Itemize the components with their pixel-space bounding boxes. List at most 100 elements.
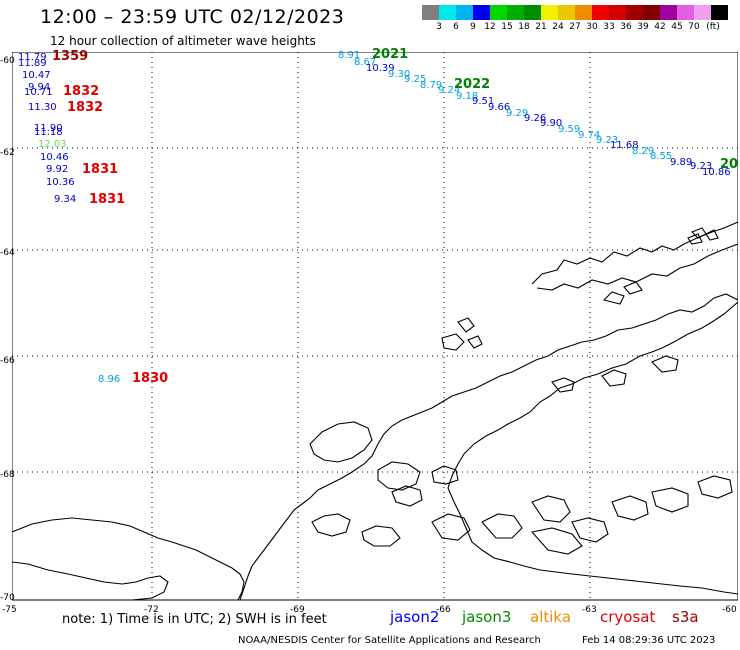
color-scale-swatch [660,5,677,20]
wave-height-value: 9.25 [404,74,427,85]
color-scale-label: 3 [436,22,442,32]
wave-height-value: 11.18 [34,127,63,138]
page-subtitle: 12 hour collection of altimeter wave hei… [50,34,316,48]
wave-height-value: 12.03 [38,139,67,150]
color-scale-swatch [456,5,473,20]
color-scale-swatch [609,5,626,20]
longitude-tick: -60 [722,605,737,615]
wave-height-value: 9.23 [690,161,713,172]
color-scale-label: 12 [484,22,496,32]
pass-time-label: 1831 [82,162,119,177]
color-scale-swatch [626,5,643,20]
color-scale-label: 33 [603,22,615,32]
latitude-tick: -66 [0,356,15,366]
wave-height-value: 11.89 [18,58,47,69]
latitude-tick: -60 [0,56,15,66]
wave-height-value: 9.90 [540,118,563,129]
latitude-tick: -62 [0,148,15,158]
wave-height-value: 11.79 [18,52,47,63]
coastline [12,221,738,601]
pass-time-label: 20 [720,157,739,172]
pass-time-label: 1832 [67,100,104,115]
wave-height-value: 8.55 [650,151,673,162]
wave-height-value: 10.36 [46,177,75,188]
map-frame [12,52,738,601]
color-scale-swatch [592,5,609,20]
color-scale-label: 36 [620,22,632,32]
wave-height-value: 10.71 [24,87,53,98]
longitude-tick: -75 [2,605,17,615]
wave-height-value: 9.34 [54,194,77,205]
wave-height-value: 9.92 [46,164,69,175]
color-scale-swatch [439,5,456,20]
wave-height-value: 11.68 [610,140,639,151]
color-scale-label: 9 [470,22,476,32]
wave-height-value: 9.23 [596,135,619,146]
satellite-name-cryosat: cryosat [600,608,656,626]
wave-height-value: 11.90 [34,123,63,134]
satellite-name-altika: altika [530,608,572,626]
wave-height-value: 9.89 [670,157,693,168]
wave-height-value: 9.24 [438,85,461,96]
color-scale-label: 27 [569,22,581,32]
color-scale-unit: (ft) [706,22,720,32]
longitude-tick: -66 [436,605,451,615]
wave-height-value: 9.59 [558,124,581,135]
wave-height-value: 8.67 [354,57,377,68]
longitude-tick: -63 [582,605,597,615]
wave-height-value: 9.18 [456,91,479,102]
color-scale-swatch [694,5,711,20]
color-scale-label: 21 [535,22,547,32]
pass-time-label: 2022 [454,77,491,92]
pass-time-label: 1832 [63,84,100,99]
color-scale-swatch [473,5,490,20]
color-scale-swatch [711,5,728,20]
color-scale-swatch [677,5,694,20]
wave-height-value: 8.96 [98,374,121,385]
longitude-tick: -72 [144,605,159,615]
color-scale-label: 39 [637,22,649,32]
pass-time-label: 1359 [52,49,89,64]
pass-time-label: 2021 [372,47,409,62]
latitude-tick: -70 [0,593,15,603]
color-scale-label: 6 [453,22,459,32]
wave-height-value: 11.30 [28,102,57,113]
color-scale-swatch [507,5,524,20]
color-scale-label: 15 [501,22,513,32]
color-scale-swatch [541,5,558,20]
latitude-tick: -68 [0,470,15,480]
wave-height-value: 9.29 [506,108,529,119]
color-scale-swatch [558,5,575,20]
wave-height-value: 9.66 [488,102,511,113]
color-scale-swatch [575,5,592,20]
wave-height-value: 10.46 [40,152,69,163]
color-scale-label: 42 [654,22,666,32]
color-scale-label: 24 [552,22,564,32]
wave-height-value: 9.94 [28,82,51,93]
color-scale-swatch [422,5,439,20]
color-scale-label: 30 [586,22,598,32]
color-scale-label: 45 [671,22,683,32]
wave-height-value: 8.79 [420,80,443,91]
color-scale-label: 18 [518,22,530,32]
satellite-name-jason3: jason3 [462,608,512,626]
wave-height-value: 9.30 [388,69,411,80]
map-border [12,52,738,601]
wave-height-value: 8.29 [632,146,655,157]
wave-height-value: 9.26 [524,113,547,124]
footer-credit: NOAA/NESDIS Center for Satellite Applica… [238,635,541,646]
page-title: 12:00 – 23:59 UTC 02/12/2023 [40,6,345,28]
pass-time-label: 1830 [132,371,169,386]
color-scale-swatch [643,5,660,20]
satellite-name-s3a: s3a [672,608,699,626]
color-scale-swatch [524,5,541,20]
wave-height-value: 9.74 [578,130,601,141]
wave-height-value: 10.39 [366,63,395,74]
wave-height-value: 8.91 [338,50,361,61]
wave-height-value: 9.51 [472,96,495,107]
longitude-tick: -69 [290,605,305,615]
footer-note: note: 1) Time is in UTC; 2) SWH is in fe… [62,612,327,627]
graticule [12,52,738,600]
footer-timestamp: Feb 14 08:29:36 UTC 2023 [582,635,716,646]
